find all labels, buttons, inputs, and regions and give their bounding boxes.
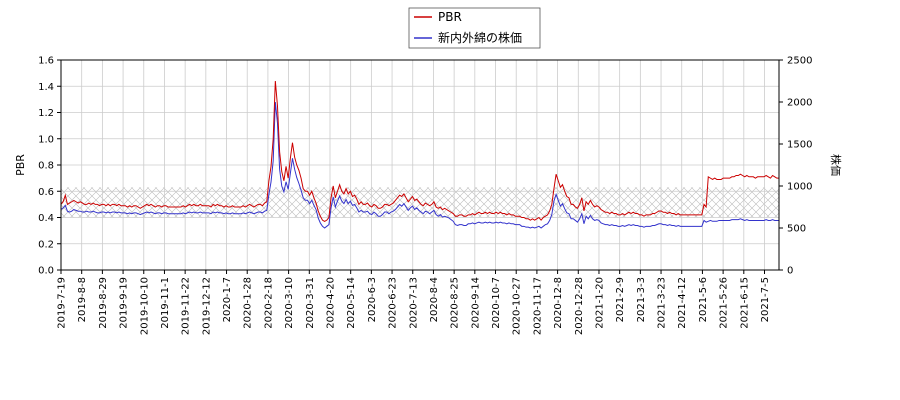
x-tick-label: 2019-7-19: [57, 277, 68, 329]
grid: [60, 59, 779, 271]
x-tick-label: 2021-4-12: [677, 277, 688, 329]
x-tick-label: 2020-7-13: [408, 277, 419, 329]
x-tick-label: 2019-10-10: [139, 277, 150, 335]
x-tick-label: 2020-5-14: [346, 277, 357, 329]
x-tick-label: 2020-1-28: [243, 277, 254, 329]
right-axis: 0 500 1000 1500 2000 2500: [779, 56, 812, 277]
right-tick-label: 1500: [787, 140, 812, 151]
right-tick-label: 2000: [787, 98, 812, 109]
legend-label-pbr: PBR: [438, 10, 462, 24]
left-tick-label: 0.4: [38, 213, 54, 224]
right-tick-label: 0: [787, 266, 793, 277]
x-tick-label: 2019-9-19: [119, 277, 130, 329]
left-axis-label: PBR: [14, 154, 27, 176]
x-tick-label: 2021-7-5: [760, 277, 771, 322]
x-tick-label: 2019-11-1: [160, 277, 171, 329]
x-tick-label: 2020-2-18: [263, 277, 274, 329]
x-tick-label: 2019-8-8: [77, 277, 88, 322]
x-tick-label: 2020-8-25: [450, 277, 461, 329]
x-tick-label: 2020-10-7: [491, 277, 502, 329]
x-axis: 2019-7-19 2019-8-8 2019-8-29 2019-9-19 2019-…: [57, 270, 771, 335]
x-tick-label: 2020-3-10: [284, 277, 295, 329]
x-tick-label: 2020-12-28: [574, 277, 585, 335]
x-tick-label: 2021-5-26: [719, 277, 730, 329]
x-tick-label: 2021-3-23: [657, 277, 668, 329]
x-tick-label: 2021-2-9: [615, 277, 626, 322]
x-tick-label: 2020-3-31: [305, 277, 316, 329]
left-axis: 0.0 0.2 0.4 0.6 0.8 1.0 1.2 1.4 1.6: [38, 56, 61, 277]
right-tick-label: 500: [787, 224, 806, 235]
series-line-pbr: [61, 80, 779, 223]
x-tick-label: 2020-10-27: [512, 277, 523, 335]
x-tick-label: 2020-12-8: [553, 277, 564, 329]
legend-box: [408, 7, 541, 49]
x-tick-label: 2020-8-4: [429, 277, 440, 322]
x-tick-label: 2020-4-20: [325, 277, 336, 329]
right-axis-label: 株価: [829, 154, 843, 176]
x-tick-label: 2021-1-20: [594, 277, 605, 329]
right-tick-label: 1000: [787, 182, 812, 193]
left-tick-label: 1.4: [38, 82, 54, 93]
left-tick-label: 0.0: [38, 266, 54, 277]
series-line-stock-price: [61, 101, 779, 229]
left-tick-label: 0.6: [38, 187, 54, 198]
x-tick-label: 2021-3-3: [636, 277, 647, 322]
x-tick-label: 2021-5-6: [698, 277, 709, 322]
right-tick-label: 2500: [787, 56, 812, 67]
left-tick-label: 1.0: [38, 134, 54, 145]
x-tick-label: 2020-9-14: [470, 277, 481, 329]
x-tick-label: 2020-6-3: [367, 277, 378, 322]
x-tick-label: 2021-6-15: [739, 277, 750, 329]
left-tick-label: 1.2: [38, 108, 54, 119]
x-tick-label: 2020-11-17: [532, 277, 543, 335]
x-tick-label: 2019-8-29: [98, 277, 109, 329]
left-tick-label: 0.2: [38, 239, 54, 250]
x-tick-label: 2020-1-7: [222, 277, 233, 322]
x-tick-label: 2019-12-12: [201, 277, 212, 335]
x-tick-label: 2020-6-23: [388, 277, 399, 329]
legend-label-stock-price: 新内外綿の株価: [438, 30, 522, 45]
legend: PBR 新内外綿の株価: [408, 7, 541, 49]
x-tick-label: 2019-11-22: [181, 277, 192, 335]
left-tick-label: 1.6: [38, 56, 54, 67]
left-tick-label: 0.8: [38, 161, 54, 172]
